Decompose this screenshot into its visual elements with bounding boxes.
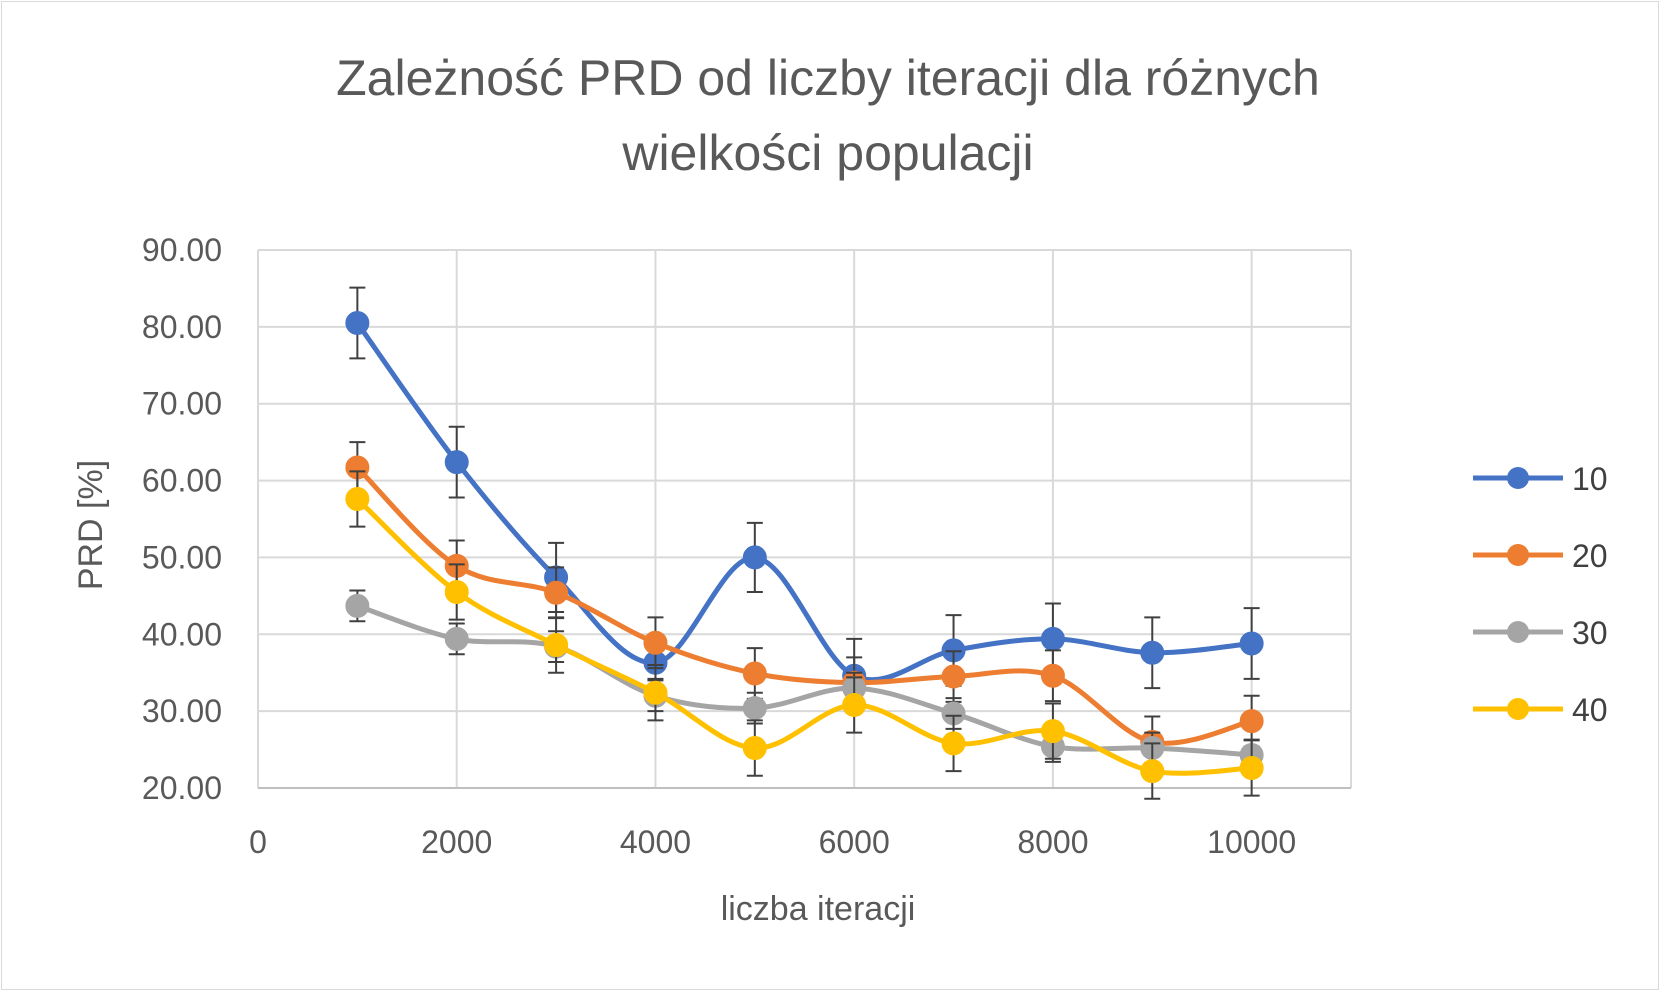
data-point [1239,709,1264,734]
data-point [643,630,668,655]
y-axis-label: PRD [%] [72,460,110,590]
chart-title-line-2: wielkości populacji [621,125,1033,181]
data-point [444,580,469,605]
legend-entry-30: 30 [1473,615,1608,651]
chart-title-line-1: Zależność PRD od liczby iteracji dla róż… [336,50,1320,106]
x-tick-label: 2000 [421,824,492,860]
data-point [544,633,569,658]
y-tick-label: 30.00 [142,693,222,729]
series-10 [345,286,1264,714]
x-tick-label: 4000 [620,824,691,860]
data-point [941,731,966,756]
legend-swatch-marker [1507,544,1529,566]
x-tick-label: 8000 [1017,824,1088,860]
series-20 [345,441,1264,769]
y-tick-label: 70.00 [142,386,222,422]
legend-label: 10 [1572,461,1608,497]
data-point [742,545,767,570]
x-tick-label: 0 [249,824,267,860]
series-line [355,465,1253,746]
tick-labels: 20.00 30.00 40.00 50.00 60.00 70.00 80.00 90.00… [142,232,1296,860]
legend: 10 20 30 40 [1473,461,1608,728]
data-point [1239,756,1264,781]
data-point [345,311,370,336]
grid [257,249,1352,789]
legend-label: 40 [1572,692,1608,728]
legend-swatch-marker [1507,467,1529,489]
data-point [742,696,767,721]
data-point [1140,759,1165,784]
y-tick-label: 80.00 [142,309,222,345]
y-tick-label: 50.00 [142,539,222,575]
data-point [941,664,966,689]
y-tick-label: 90.00 [142,232,222,268]
data-point [742,736,767,761]
data-point [1040,626,1065,651]
y-tick-label: 20.00 [142,770,222,806]
plot-series [345,286,1264,800]
data-point [345,593,370,618]
y-tick-label: 40.00 [142,616,222,652]
data-point [1040,719,1065,744]
series-line [355,497,1252,776]
data-point [345,487,370,512]
data-point [1239,631,1264,656]
data-point [544,580,569,605]
legend-entry-20: 20 [1473,538,1608,574]
data-point [643,680,668,705]
legend-swatch-marker [1507,698,1529,720]
legend-label: 20 [1572,538,1608,574]
data-point [1040,663,1065,688]
legend-swatch-marker [1507,621,1529,643]
data-point [444,626,469,651]
legend-entry-40: 40 [1473,692,1608,728]
x-tick-label: 6000 [819,824,890,860]
x-tick-label: 10000 [1207,824,1296,860]
y-tick-label: 60.00 [142,463,222,499]
legend-entry-10: 10 [1473,461,1608,497]
series-line [355,321,1252,683]
data-point [1140,640,1165,665]
data-point [842,692,867,717]
legend-label: 30 [1572,615,1608,651]
x-axis-label: liczba iteracji [721,890,916,928]
data-point [444,450,469,475]
series-40 [345,470,1264,800]
data-point [742,661,767,686]
